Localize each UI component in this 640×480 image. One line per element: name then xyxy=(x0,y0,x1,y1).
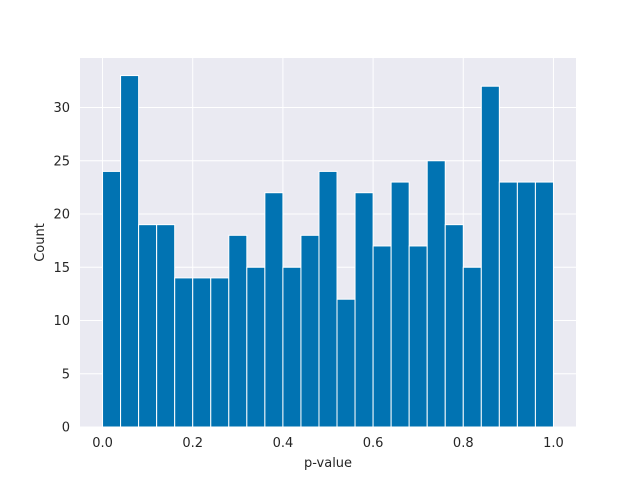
y-tick-label: 0 xyxy=(62,421,70,436)
histogram-bar xyxy=(462,266,482,428)
histogram-bar xyxy=(534,181,554,428)
x-tick-label: 0.6 xyxy=(363,436,384,451)
histogram-bar xyxy=(282,266,302,428)
histogram-bar xyxy=(336,298,356,428)
histogram-bar xyxy=(426,160,446,428)
y-tick-label: 30 xyxy=(53,101,70,116)
x-tick-label: 0.2 xyxy=(182,436,203,451)
histogram-bar xyxy=(516,181,536,428)
histogram-bar xyxy=(498,181,518,428)
y-tick-label: 20 xyxy=(53,208,70,223)
histogram-bars xyxy=(102,75,554,428)
histogram-bar xyxy=(264,192,284,428)
histogram-bar xyxy=(408,245,428,428)
histogram-bar xyxy=(174,277,194,428)
x-tick-label: 0.4 xyxy=(273,436,294,451)
x-tick-label: 0.8 xyxy=(453,436,474,451)
x-axis-ticks: 0.0 0.2 0.4 0.6 0.8 1.0 xyxy=(92,436,564,451)
histogram-bar xyxy=(444,224,464,428)
histogram-bar xyxy=(138,224,158,428)
histogram-bar xyxy=(318,170,338,428)
histogram-bar xyxy=(480,85,500,428)
histogram-bar xyxy=(210,277,230,428)
histogram-bar xyxy=(300,234,320,428)
y-axis-label: Count xyxy=(33,223,48,262)
histogram-bar xyxy=(372,245,392,428)
histogram-bar xyxy=(120,75,140,428)
y-tick-label: 25 xyxy=(53,154,70,169)
x-axis-label: p-value xyxy=(304,456,352,471)
histogram-bar xyxy=(354,192,374,428)
histogram-bar xyxy=(228,234,248,428)
histogram-bar xyxy=(192,277,212,428)
y-tick-label: 15 xyxy=(53,261,70,276)
histogram-bar xyxy=(246,266,266,428)
y-tick-label: 5 xyxy=(62,367,70,382)
x-tick-label: 0.0 xyxy=(92,436,113,451)
histogram-bar xyxy=(102,170,122,428)
histogram-bar xyxy=(390,181,410,428)
y-axis-ticks: 0 5 10 15 20 25 30 xyxy=(53,101,70,435)
y-tick-label: 10 xyxy=(53,314,70,329)
histogram-bar xyxy=(156,224,176,428)
x-tick-label: 1.0 xyxy=(543,436,564,451)
